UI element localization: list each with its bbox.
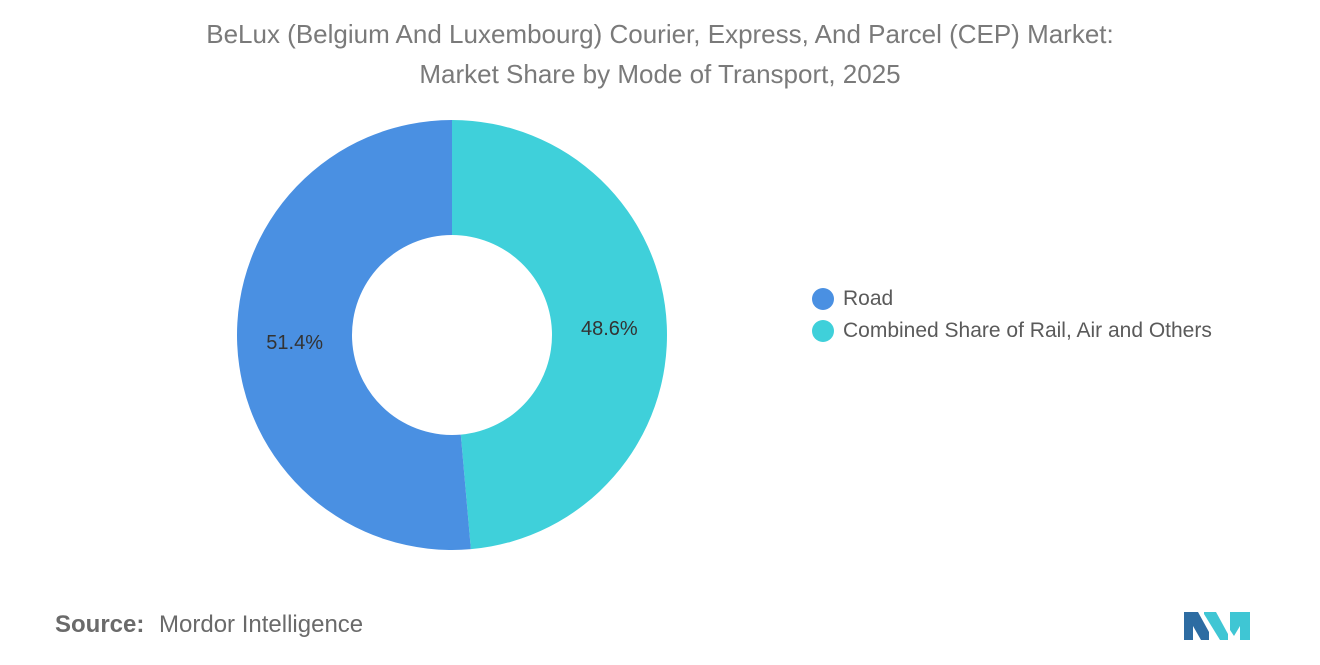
data-label-road: 51.4% <box>266 332 323 354</box>
source-value: Mordor Intelligence <box>159 611 364 638</box>
legend-swatch-icon <box>812 288 834 310</box>
donut-slice-road <box>237 120 471 550</box>
chart-title-line-2: Market Share by Mode of Transport, 2025 <box>419 59 901 89</box>
data-label-rail-air-others: 48.6% <box>581 318 638 340</box>
legend-item-rail-air-others: Combined Share of Rail, Air and Others <box>812 315 1212 347</box>
logo-left-mark <box>1184 612 1209 640</box>
source-note: Source: Mordor Intelligence <box>55 611 363 639</box>
chart-title: BeLux (Belgium And Luxembourg) Courier, … <box>0 14 1320 94</box>
source-label: Source: <box>55 611 145 638</box>
legend-swatch-icon <box>812 320 834 342</box>
donut-slice-rail-air-others <box>452 120 668 550</box>
chart-legend: Road Combined Share of Rail, Air and Othe… <box>812 283 1212 347</box>
legend-label: Road <box>843 287 894 310</box>
legend-item-road: Road <box>812 283 1212 315</box>
logo-right-mark <box>1230 612 1250 640</box>
mordor-intelligence-logo-icon <box>1184 612 1250 640</box>
chart-title-line-1: BeLux (Belgium And Luxembourg) Courier, … <box>206 19 1114 49</box>
legend-label: Combined Share of Rail, Air and Others <box>843 319 1212 342</box>
logo-middle-mark <box>1204 612 1228 640</box>
